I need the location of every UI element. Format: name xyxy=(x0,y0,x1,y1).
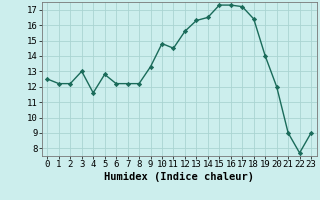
X-axis label: Humidex (Indice chaleur): Humidex (Indice chaleur) xyxy=(104,172,254,182)
